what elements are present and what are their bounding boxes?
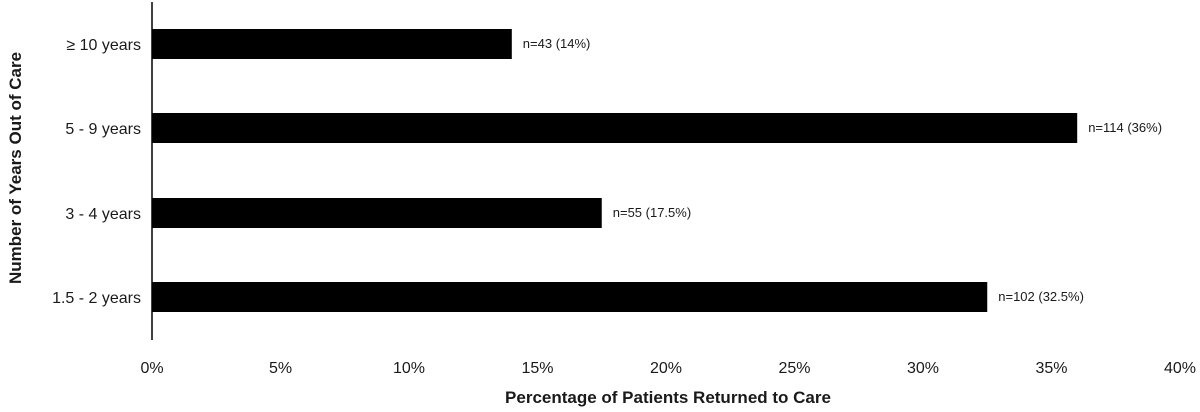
bar-data-label: n=43 (14%) [523, 36, 591, 51]
x-tick-label: 0% [140, 360, 163, 377]
bar [152, 282, 988, 312]
bar [152, 29, 512, 59]
x-tick-label: 30% [907, 360, 939, 377]
y-category-label: 3 - 4 years [65, 206, 141, 223]
x-axis-title: Percentage of Patients Returned to Care [505, 388, 831, 407]
bar [152, 113, 1078, 143]
y-category-label: 1.5 - 2 years [52, 290, 141, 307]
plot-area: 0% 5% 10% 15% 20% 25% 30% 35% 40% ≥ 10 years n=43 … [52, 29, 1196, 377]
x-tick-label: 15% [521, 360, 553, 377]
y-category-label: 5 - 9 years [65, 121, 141, 138]
x-tick-label: 40% [1164, 360, 1196, 377]
x-tick-label: 35% [1035, 360, 1067, 377]
x-tick-label: 25% [778, 360, 810, 377]
bar-data-label: n=102 (32.5%) [998, 289, 1084, 304]
bar [152, 198, 602, 228]
y-category-label: ≥ 10 years [66, 37, 141, 54]
bar-data-label: n=114 (36%) [1088, 120, 1162, 135]
x-tick-label: 5% [269, 360, 292, 377]
x-tick-label: 10% [393, 360, 425, 377]
bar-data-label: n=55 (17.5%) [613, 205, 691, 220]
y-axis-title: Number of Years Out of Care [6, 52, 25, 284]
x-tick-label: 20% [650, 360, 682, 377]
